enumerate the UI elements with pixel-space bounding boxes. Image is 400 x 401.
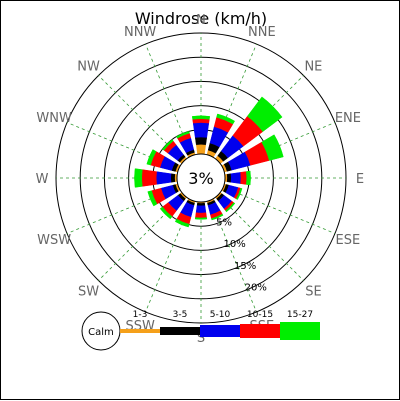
bar-ese-15-27 (235, 187, 243, 200)
legend-label-5-10: 5-10 (210, 310, 231, 320)
bar-n-15-27 (191, 115, 211, 120)
ring-label: 20% (245, 283, 267, 294)
direction-label-nnw: NNW (124, 25, 156, 40)
direction-label-sw: SW (78, 284, 99, 299)
grid-spoke (217, 194, 304, 281)
legend-swatch-15-27 (280, 322, 320, 340)
bar-ssw-15-27 (174, 218, 190, 228)
bar-nw-15-27 (162, 139, 174, 151)
bar-n-1-3 (195, 144, 207, 155)
ring-label: 15% (234, 261, 256, 272)
labels-layer: NNNENEENEEESESESSESSSWSWWSWWWNWNWNNW5%10… (36, 13, 365, 346)
direction-label-ene: ENE (335, 111, 361, 126)
legend-swatch-1-3 (120, 329, 160, 333)
chart-title: Windrose (km/h) (135, 9, 267, 28)
ring-label: 10% (223, 239, 245, 250)
direction-label-wsw: WSW (37, 233, 71, 248)
legend-label-1-3: 1-3 (133, 310, 148, 320)
bar-n-10-15 (192, 118, 210, 124)
legend-swatch-3-5 (160, 327, 200, 335)
bar-n-5-10 (192, 122, 210, 138)
grid-spoke (223, 186, 336, 234)
direction-label-ese: ESE (336, 233, 361, 248)
bar-ene-15-27 (261, 134, 284, 161)
calm-circle (176, 153, 226, 203)
bar-w-5-10 (155, 171, 172, 185)
direction-label-e: E (356, 172, 364, 187)
ring-label: 5% (216, 217, 232, 228)
bar-sse-15-27 (211, 213, 224, 221)
bars-layer (134, 96, 284, 228)
bar-e-5-10 (230, 172, 242, 184)
bar-n-3-5 (194, 136, 208, 145)
bar-wsw-15-27 (147, 190, 158, 207)
legend-swatch-10-15 (240, 324, 280, 338)
direction-label-se: SE (305, 284, 321, 299)
bar-e-10-15 (240, 171, 248, 185)
bar-e-15-27 (246, 170, 251, 186)
bar-w-10-15 (141, 169, 157, 187)
legend-label-10-15: 10-15 (247, 310, 273, 320)
bar-wnw-15-27 (146, 149, 157, 166)
direction-label-nw: NW (77, 60, 100, 75)
direction-label-w: W (36, 172, 49, 187)
legend: Calm 1-3 3-5 5-10 10-15 15-27 (81, 310, 320, 351)
bar-w-15-27 (134, 168, 143, 188)
legend-label-3-5: 3-5 (173, 310, 188, 320)
bar-s-5-10 (195, 205, 207, 214)
bar-sw-15-27 (159, 206, 173, 220)
direction-label-n: N (196, 13, 206, 28)
bar-se-15-27 (225, 202, 236, 213)
legend-calm-label: Calm (88, 327, 114, 338)
bar-w-3-5 (170, 173, 176, 183)
bar-e-3-5 (226, 173, 232, 183)
bar-ne-15-27 (247, 96, 283, 132)
direction-label-wnw: WNW (36, 111, 72, 126)
direction-label-ne: NE (304, 60, 322, 75)
direction-label-s: S (197, 331, 205, 346)
legend-label-15-27: 15-27 (287, 310, 313, 320)
bar-s-3-5 (196, 202, 206, 207)
grid-spoke (209, 200, 257, 313)
bar-nnw-15-27 (176, 131, 190, 139)
bar-s-10-15 (195, 212, 207, 219)
bar-nne-15-27 (216, 113, 235, 125)
direction-label-nne: NNE (248, 25, 276, 40)
legend-swatch-5-10 (200, 325, 240, 337)
calm-percent-label: 3% (188, 169, 213, 188)
bar-s-15-27 (194, 217, 208, 220)
